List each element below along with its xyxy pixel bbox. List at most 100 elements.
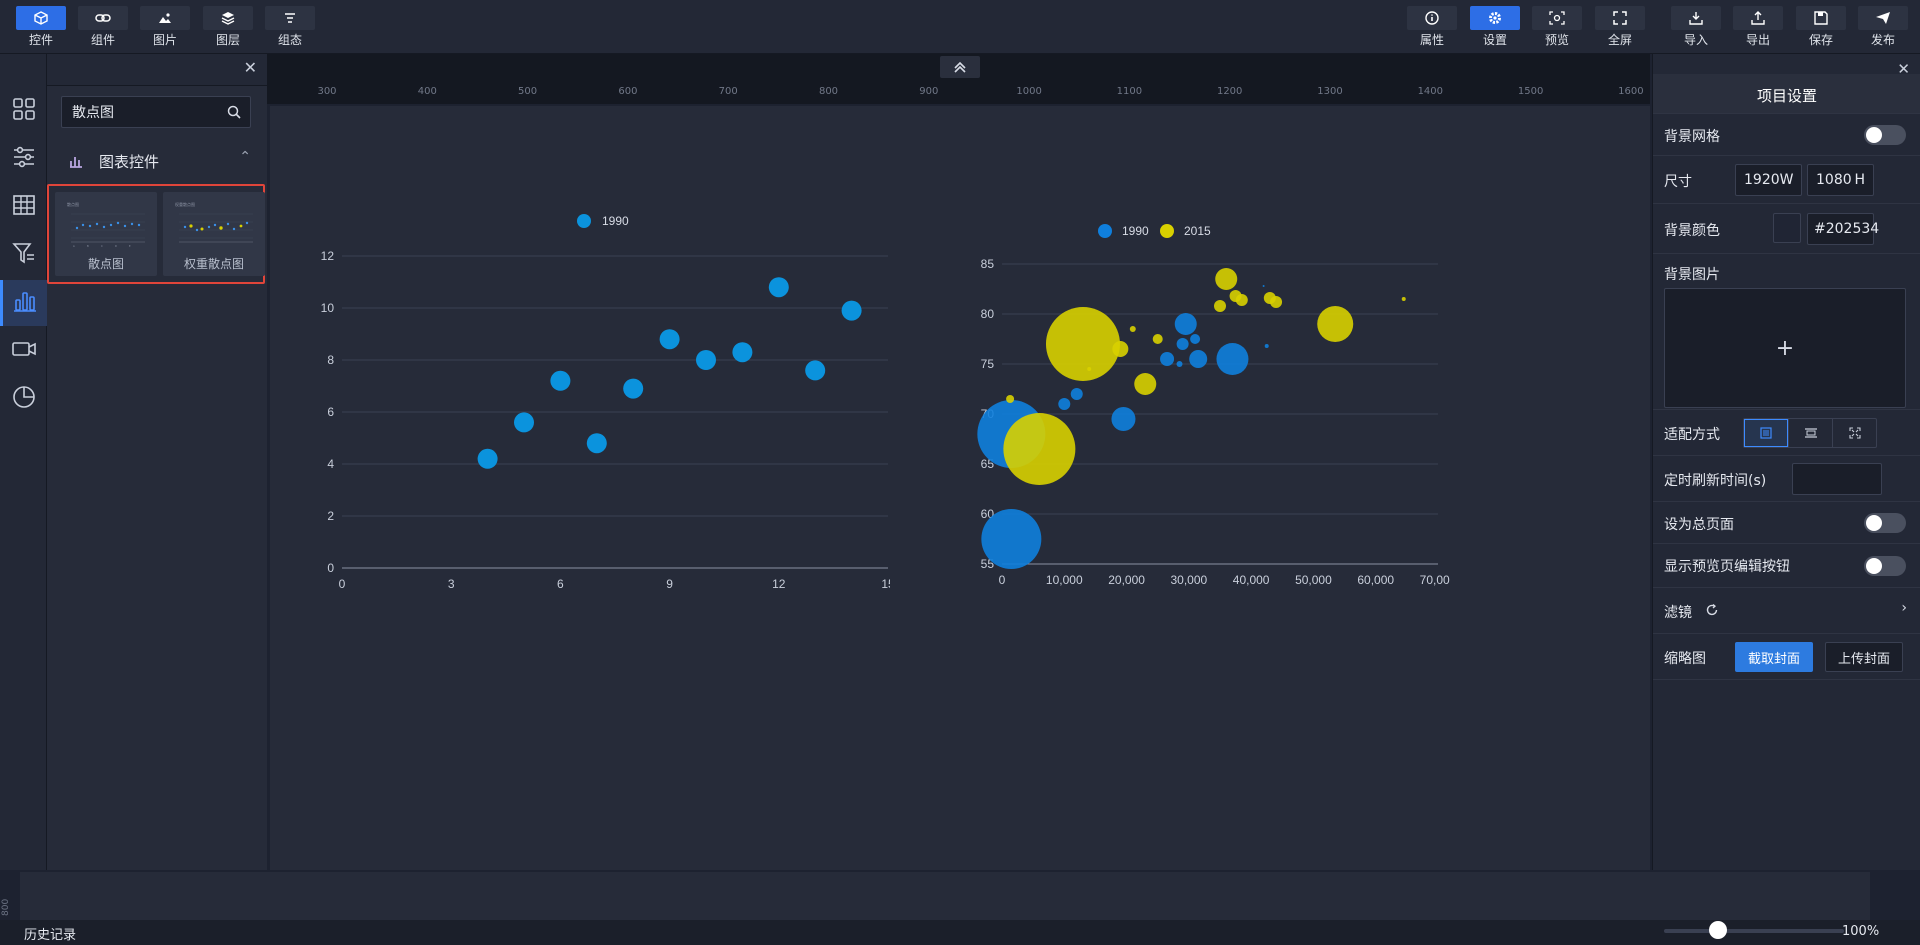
bubble <box>1401 297 1406 301</box>
fit-stretch-button[interactable] <box>1832 419 1876 447</box>
size-label: 尺寸 <box>1664 174 1692 190</box>
weighted-scatter-chart[interactable]: 55606570758085010,00020,00030,00040,0005… <box>930 106 1450 606</box>
x-tick-label: 10,000 <box>1046 573 1083 587</box>
collapse-toolbar-button[interactable] <box>940 56 980 78</box>
reset-icon[interactable] <box>1705 602 1719 621</box>
show-edit-toggle[interactable] <box>1864 556 1906 576</box>
component-scatter-label: 散点图 <box>87 257 124 271</box>
close-left-panel-icon[interactable]: ✕ <box>243 58 257 77</box>
bubble <box>1176 361 1183 367</box>
x-tick-label: 12 <box>772 577 786 591</box>
import-icon <box>1671 6 1721 30</box>
send-icon <box>1858 6 1908 30</box>
fit-contain-icon <box>1760 424 1772 443</box>
preview-icon <box>1532 6 1582 30</box>
search-icon[interactable] <box>227 104 241 123</box>
legend-marker <box>1160 224 1174 238</box>
tool-configuration-label: 组态 <box>277 33 302 47</box>
tool-configuration-button[interactable]: 组态 <box>265 6 315 52</box>
tool-layers-button[interactable]: 图层 <box>203 6 253 52</box>
svg-text:散点图: 散点图 <box>67 201 79 207</box>
data-point <box>550 370 571 391</box>
bg-image-label: 背景图片 <box>1664 267 1720 283</box>
category-media[interactable] <box>0 328 47 374</box>
chevron-right-icon[interactable]: › <box>1901 600 1907 616</box>
bubble <box>1152 334 1163 344</box>
export-button[interactable]: 导出 <box>1733 6 1783 52</box>
component-scatter[interactable]: 散点图 A B C D E 散点图 <box>55 192 157 276</box>
width-field[interactable]: 1920 W <box>1735 164 1802 196</box>
refresh-input[interactable] <box>1792 463 1882 495</box>
bubble <box>1262 285 1265 287</box>
search-input[interactable] <box>72 104 222 120</box>
bar-chart-icon <box>13 289 37 317</box>
bubble <box>1190 334 1201 344</box>
settings-button[interactable]: 设置 <box>1470 6 1520 52</box>
project-settings-panel: ✕ 项目设置 背景网格 尺寸 1920 W 1080 H 背景颜色 #20253… <box>1652 54 1920 870</box>
bubble <box>1174 313 1197 335</box>
category-charts[interactable] <box>0 280 47 326</box>
fullscreen-icon <box>1595 6 1645 30</box>
fit-width-button[interactable] <box>1787 419 1833 447</box>
category-grid[interactable] <box>0 88 47 134</box>
x-tick-label: 9 <box>666 577 673 591</box>
chart-controls-section[interactable]: 图表控件 ⌃ <box>47 146 267 176</box>
legend-label: 1990 <box>602 214 629 228</box>
preview-button[interactable]: 预览 <box>1532 6 1582 52</box>
chart-section-icon <box>69 154 83 172</box>
bg-grid-toggle[interactable] <box>1864 125 1906 145</box>
fit-contain-button[interactable] <box>1744 419 1788 447</box>
capture-cover-button[interactable]: 截取封面 <box>1735 642 1813 672</box>
tool-controls-button[interactable]: 控件 <box>16 6 66 52</box>
tool-components-button[interactable]: 组件 <box>78 6 128 52</box>
bubble <box>1235 294 1248 306</box>
properties-button[interactable]: 属性 <box>1407 6 1457 52</box>
data-point <box>732 342 753 363</box>
plus-icon: + <box>1775 335 1795 361</box>
bubble <box>1058 398 1071 410</box>
refresh-label: 定时刷新时间(s) <box>1664 473 1767 489</box>
export-label: 导出 <box>1745 33 1770 47</box>
bg-color-swatch[interactable] <box>1773 213 1801 243</box>
category-pie[interactable] <box>0 376 47 422</box>
ruler-mark: 900 <box>919 86 939 97</box>
x-tick-label: 60,000 <box>1357 573 1394 587</box>
height-field[interactable]: 1080 H <box>1807 164 1874 196</box>
import-button[interactable]: 导入 <box>1671 6 1721 52</box>
category-controls[interactable] <box>0 136 47 182</box>
ruler-mark: 1100 <box>1116 86 1143 97</box>
bubble <box>1129 326 1136 332</box>
zoom-slider-knob[interactable] <box>1709 921 1727 939</box>
y-tick-label: 0 <box>327 561 334 575</box>
filter-row[interactable]: 滤镜 › <box>1653 588 1920 634</box>
category-table[interactable] <box>0 184 47 230</box>
history-label[interactable]: 历史记录 <box>24 928 77 943</box>
bubble <box>1111 407 1136 431</box>
save-button[interactable]: 保存 <box>1796 6 1846 52</box>
tool-images-button[interactable]: 图片 <box>140 6 190 52</box>
upload-cover-button[interactable]: 上传封面 <box>1825 642 1903 672</box>
bubble <box>1317 306 1354 342</box>
x-tick-label: 6 <box>557 577 564 591</box>
fullscreen-button[interactable]: 全屏 <box>1595 6 1645 52</box>
data-point <box>514 412 534 433</box>
legend-marker <box>1098 224 1112 238</box>
design-canvas[interactable]: 024681012036912151990 55606570758085010,… <box>270 106 1650 870</box>
pie-chart-icon <box>12 385 36 413</box>
x-tick-label: 3 <box>448 577 455 591</box>
chevron-up-icon[interactable]: ⌃ <box>239 149 251 165</box>
close-right-panel-icon[interactable]: ✕ <box>1897 60 1910 78</box>
bg-color-field[interactable]: #202534 <box>1807 213 1879 245</box>
zoom-slider-track[interactable] <box>1664 929 1844 933</box>
publish-button[interactable]: 发布 <box>1858 6 1908 52</box>
search-box <box>61 96 251 128</box>
homepage-toggle[interactable] <box>1864 513 1906 533</box>
scatter-chart[interactable]: 0 2 4 6 8 10 12 0 3 6 9 12 15 1990 <box>270 106 890 606</box>
width-value: 1920 <box>1744 172 1780 188</box>
component-weighted-scatter[interactable]: 权重散点图 权重散点图 <box>163 192 265 276</box>
tool-controls-label: 控件 <box>28 33 53 47</box>
category-filter[interactable] <box>0 232 47 278</box>
bg-grid-row: 背景网格 <box>1653 114 1920 156</box>
bubble <box>1270 296 1283 308</box>
bg-image-upload[interactable]: + <box>1664 288 1906 408</box>
